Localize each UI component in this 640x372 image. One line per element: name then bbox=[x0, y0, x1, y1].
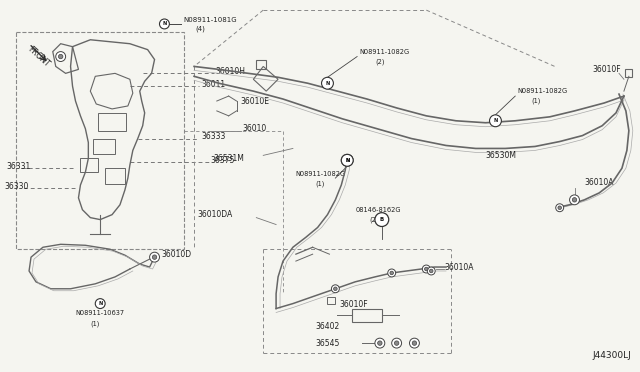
Circle shape bbox=[572, 198, 577, 202]
Bar bbox=[625, 70, 632, 77]
Circle shape bbox=[375, 213, 388, 227]
Text: 36010A: 36010A bbox=[444, 263, 474, 272]
Text: 36545: 36545 bbox=[316, 339, 340, 347]
Circle shape bbox=[570, 195, 579, 205]
Circle shape bbox=[429, 269, 433, 273]
Text: N: N bbox=[493, 118, 497, 123]
Text: 36010H: 36010H bbox=[216, 67, 246, 76]
Text: 08146-8162G: 08146-8162G bbox=[355, 207, 401, 213]
Circle shape bbox=[95, 299, 105, 308]
Text: (4): (4) bbox=[195, 26, 205, 32]
Circle shape bbox=[392, 338, 401, 348]
Circle shape bbox=[341, 154, 353, 166]
Text: 36010DA: 36010DA bbox=[197, 210, 232, 219]
Text: (1): (1) bbox=[531, 98, 540, 104]
Text: N08911-1082G: N08911-1082G bbox=[359, 49, 409, 55]
Circle shape bbox=[159, 19, 170, 29]
Text: (1): (1) bbox=[316, 181, 325, 187]
Text: 36333: 36333 bbox=[201, 132, 225, 141]
Circle shape bbox=[390, 271, 394, 275]
Circle shape bbox=[490, 115, 501, 127]
Circle shape bbox=[424, 267, 428, 271]
Text: (2): (2) bbox=[369, 217, 378, 223]
Circle shape bbox=[152, 255, 157, 259]
Circle shape bbox=[341, 154, 353, 166]
Circle shape bbox=[321, 77, 333, 89]
Circle shape bbox=[378, 341, 382, 345]
Text: 36402: 36402 bbox=[316, 322, 340, 331]
Text: 36010F: 36010F bbox=[339, 300, 368, 309]
Text: B: B bbox=[380, 217, 384, 222]
Text: N: N bbox=[325, 81, 330, 86]
Text: (2): (2) bbox=[375, 58, 385, 65]
Circle shape bbox=[333, 287, 337, 291]
Text: 36375: 36375 bbox=[211, 156, 236, 165]
Text: 36010D: 36010D bbox=[161, 250, 191, 259]
Text: N: N bbox=[163, 22, 166, 26]
Text: 36531M: 36531M bbox=[214, 154, 244, 163]
Text: N08911-1082G: N08911-1082G bbox=[296, 171, 346, 177]
Text: 36010E: 36010E bbox=[241, 96, 269, 106]
Text: N: N bbox=[345, 158, 349, 163]
Text: 36330: 36330 bbox=[4, 182, 29, 190]
Circle shape bbox=[56, 52, 66, 61]
Circle shape bbox=[58, 54, 63, 59]
Text: (1): (1) bbox=[90, 320, 100, 327]
Text: J44300LJ: J44300LJ bbox=[592, 352, 631, 360]
Text: 36010: 36010 bbox=[243, 124, 267, 133]
Bar bbox=[328, 297, 335, 304]
Circle shape bbox=[558, 206, 561, 209]
Circle shape bbox=[332, 285, 339, 293]
Text: 36010F: 36010F bbox=[592, 65, 621, 74]
Text: N08911-1081G: N08911-1081G bbox=[183, 17, 237, 23]
Circle shape bbox=[375, 338, 385, 348]
Bar bbox=[93, 138, 115, 154]
Bar bbox=[352, 308, 382, 323]
Bar bbox=[105, 168, 125, 184]
Text: FRONT: FRONT bbox=[26, 45, 52, 68]
Circle shape bbox=[556, 204, 564, 212]
Circle shape bbox=[150, 252, 159, 262]
Bar bbox=[98, 113, 126, 131]
Text: N: N bbox=[345, 158, 349, 163]
Text: N08911-10637: N08911-10637 bbox=[76, 311, 125, 317]
Text: 36530M: 36530M bbox=[486, 151, 516, 160]
Circle shape bbox=[422, 265, 430, 273]
Text: N08911-1082G: N08911-1082G bbox=[517, 88, 567, 94]
Circle shape bbox=[388, 269, 396, 277]
Circle shape bbox=[428, 267, 435, 275]
Circle shape bbox=[412, 341, 417, 345]
Bar bbox=[257, 60, 266, 70]
Text: N: N bbox=[98, 301, 102, 306]
Text: 36011: 36011 bbox=[201, 80, 225, 89]
Circle shape bbox=[394, 341, 399, 345]
Circle shape bbox=[410, 338, 419, 348]
Text: 36010A: 36010A bbox=[584, 177, 614, 186]
Bar bbox=[81, 158, 98, 172]
Text: 36331: 36331 bbox=[6, 162, 31, 171]
